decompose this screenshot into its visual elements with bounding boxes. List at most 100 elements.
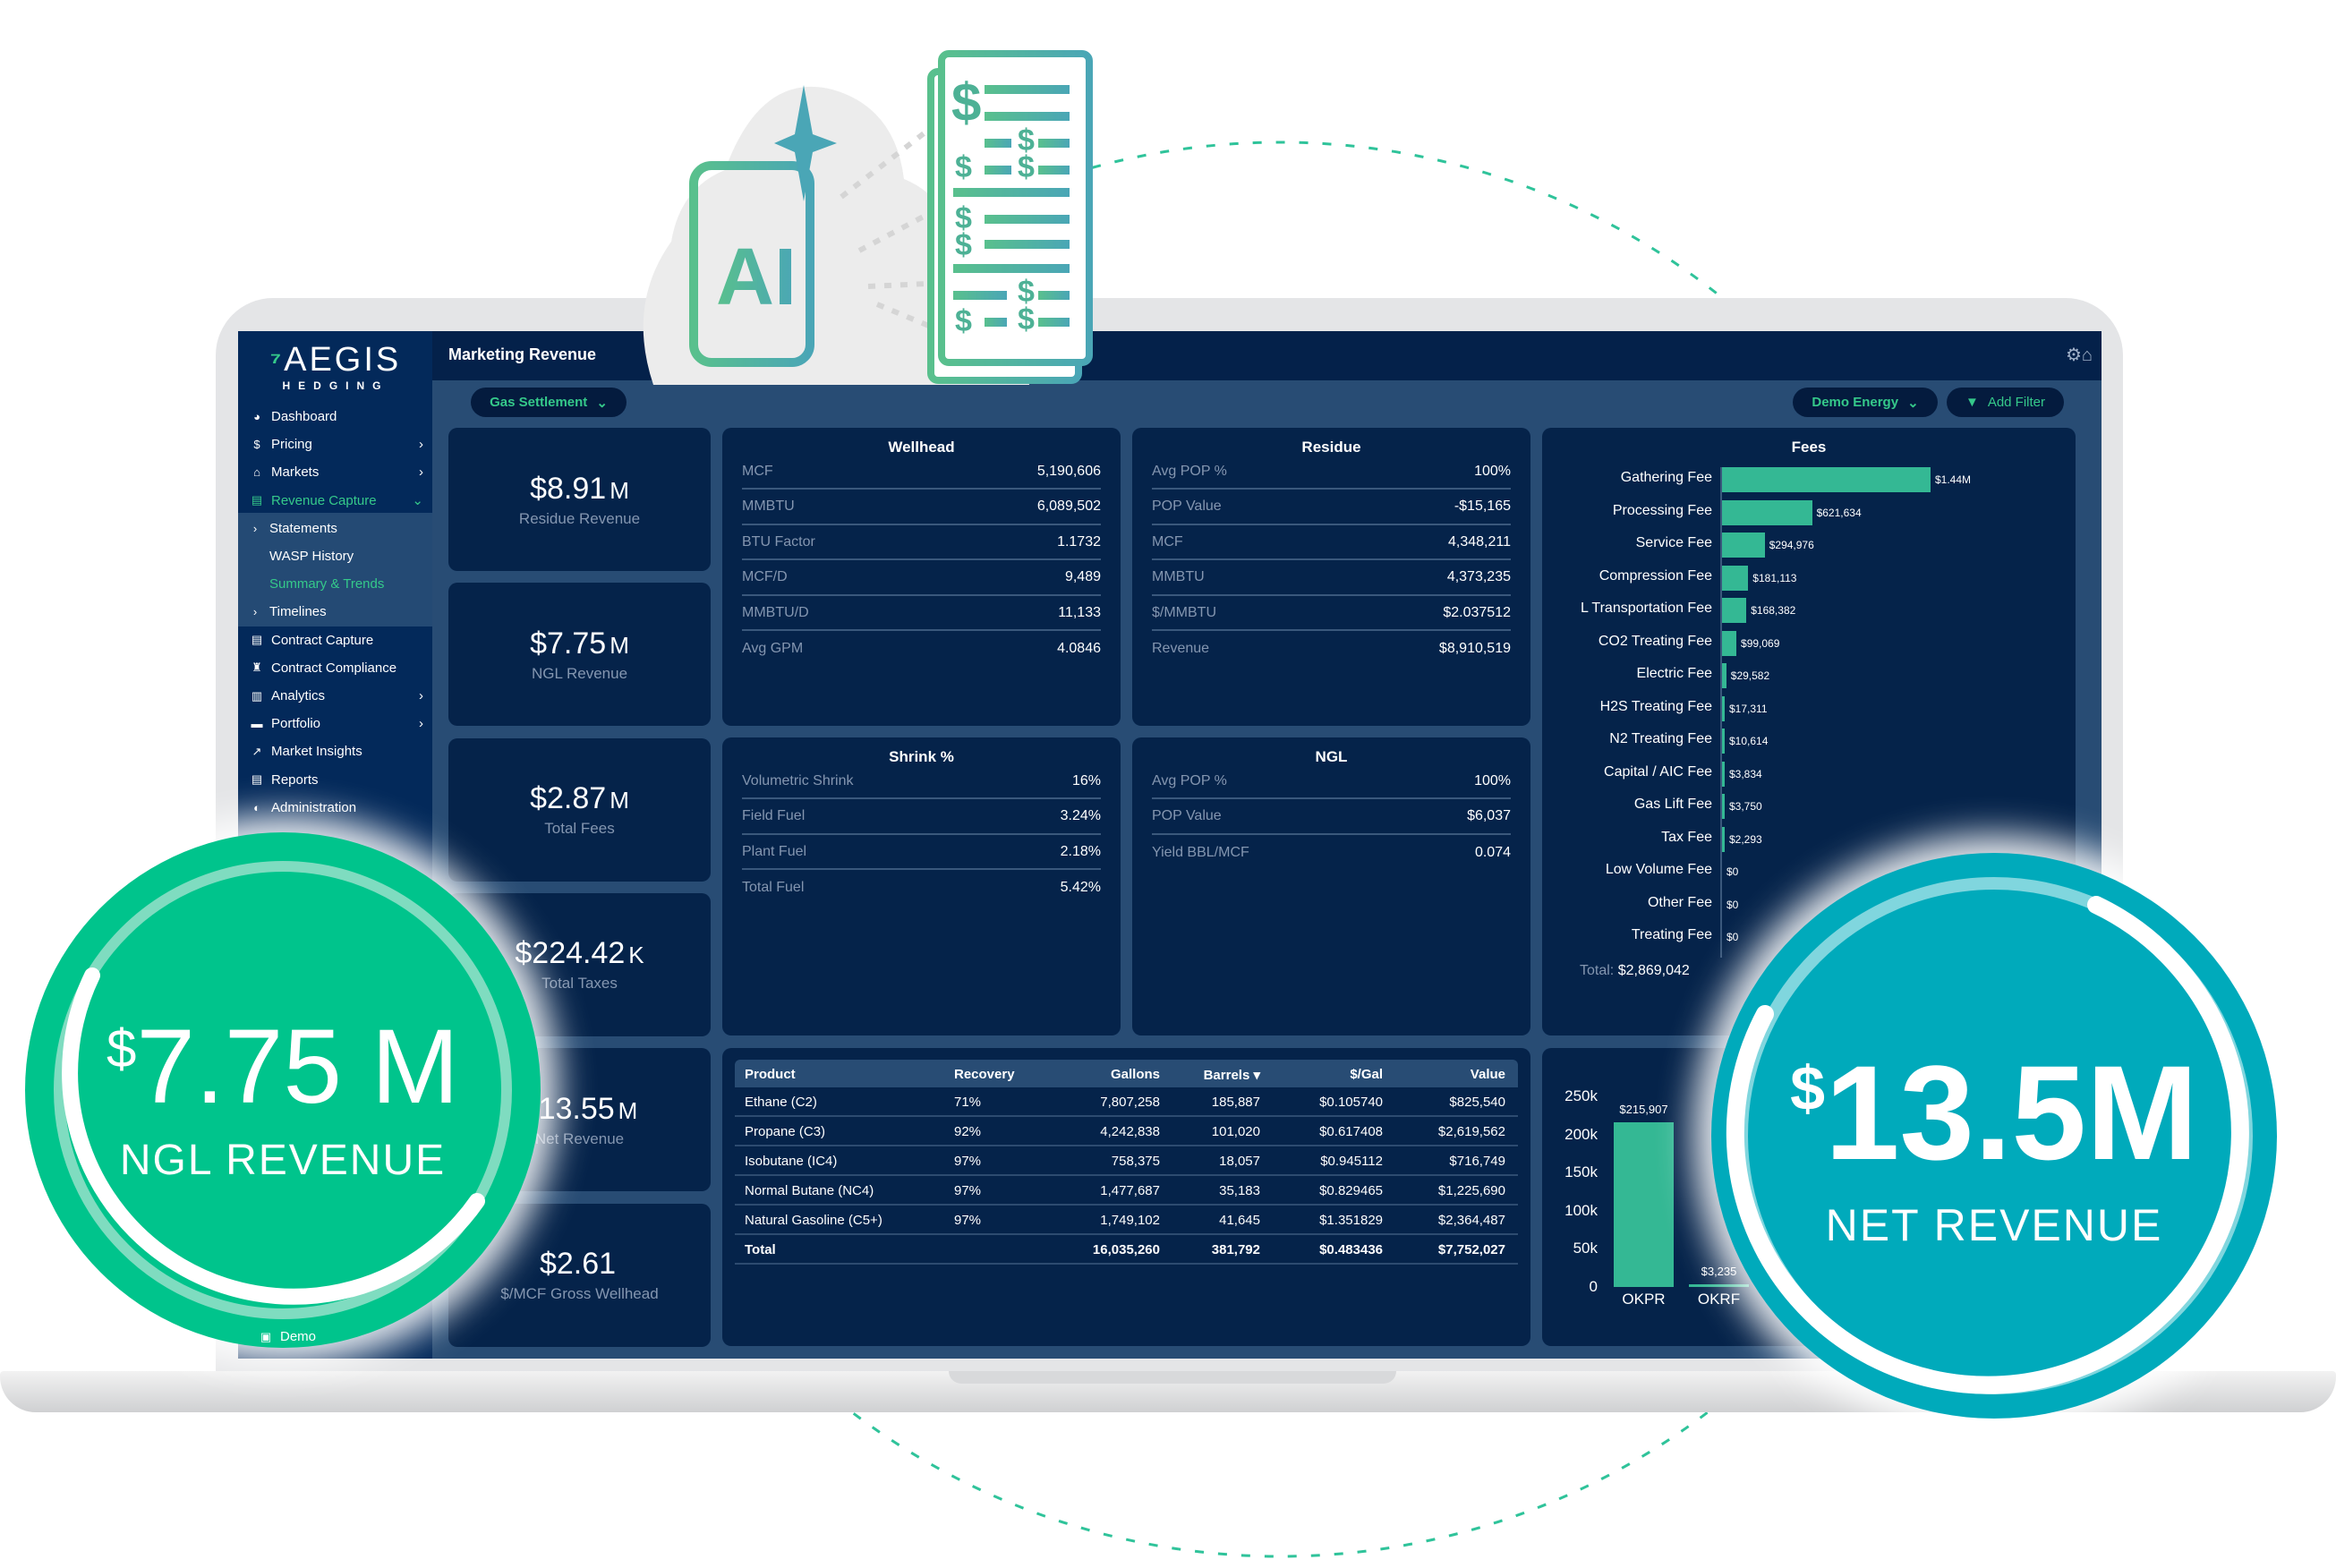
table-row[interactable]: Ethane (C2) 71% 7,807,258 185,887 $0.105740 $…: [735, 1087, 1518, 1117]
fee-bar[interactable]: [1722, 695, 1725, 721]
table-cell: Isobutane (IC4): [745, 1154, 838, 1169]
stat-row: MCF/D 9,489: [742, 561, 1101, 596]
table-cell: 4,242,838: [1100, 1124, 1160, 1139]
sidebar-item-demo[interactable]: ▣ Demo: [238, 1323, 432, 1351]
sidebar-item-market-insights[interactable]: ↗ Market Insights: [238, 737, 432, 765]
stat-label: Field Fuel: [742, 808, 806, 823]
sidebar-item-label: Revenue Capture: [271, 492, 377, 508]
stat-value: 100%: [1474, 463, 1511, 479]
column-header: Gallons: [1110, 1067, 1160, 1082]
sidebar-item-revenue-capture[interactable]: ▤ Revenue Capture ⌄: [238, 487, 432, 515]
sidebar-item-label: Contract Compliance: [271, 660, 397, 676]
total-value: $2,869,042: [1617, 963, 1690, 978]
table-cell: $0.617408: [1319, 1124, 1383, 1139]
plant-bar[interactable]: [1614, 1122, 1674, 1287]
table-cell: 1,749,102: [1100, 1213, 1160, 1228]
chevron-right-icon: ›: [419, 437, 423, 453]
table-header: Product Recovery Gallons Barrels ▾ $/Gal Valu…: [735, 1060, 1518, 1087]
plant-data-label: $215,907: [1619, 1103, 1668, 1117]
table-cell: 101,020: [1211, 1124, 1260, 1139]
sidebar-item-dashboard[interactable]: ◕ Dashboard: [238, 403, 432, 430]
sidebar-item-markets[interactable]: ⌂ Markets ›: [238, 458, 432, 486]
fees-chart-title: Fees: [1791, 439, 1827, 456]
sidebar-item-reports[interactable]: ▤ Reports: [238, 766, 432, 794]
stat-label: Plant Fuel: [742, 843, 807, 859]
table-cell: 92%: [954, 1124, 982, 1139]
table-cell: $0.829465: [1319, 1183, 1383, 1198]
fee-bar[interactable]: [1722, 663, 1726, 688]
add-filter-button[interactable]: ▼ Add Filter: [1947, 388, 2064, 417]
sparkle-icon: [774, 85, 837, 201]
logo[interactable]: ⁷AEGIS HEDGING: [269, 341, 402, 392]
settlement-dropdown[interactable]: Gas Settlement ⌄: [471, 388, 627, 417]
stat-row: Avg GPM 4.0846: [742, 632, 1101, 667]
stat-label: MMBTU: [1152, 569, 1205, 584]
plant-data-label: $3,235: [1701, 1265, 1737, 1279]
kpi-number: $2.87: [530, 781, 607, 816]
sidebar-item-administration[interactable]: ◐ Administration: [238, 794, 432, 822]
table-cell: 97%: [954, 1154, 982, 1169]
dollar-icon: $: [253, 438, 260, 452]
kpi-number: $7.75: [530, 626, 607, 660]
fee-bar[interactable]: [1722, 761, 1725, 787]
fee-category-label: Electric Fee: [1636, 666, 1712, 681]
sidebar-item-label: WASP History: [269, 549, 354, 564]
fee-bar[interactable]: [1722, 826, 1725, 852]
table-cell: 16,035,260: [1092, 1242, 1160, 1257]
sidebar-item-analytics[interactable]: ▥ Analytics ›: [238, 682, 432, 710]
fee-bar[interactable]: [1722, 729, 1725, 754]
laptop-notch: [949, 1371, 1396, 1384]
kpi-number: $2.61: [539, 1247, 617, 1281]
table-row[interactable]: Natural Gasoline (C5+) 97% 1,749,102 41,645…: [735, 1206, 1518, 1235]
sidebar-item-statements[interactable]: › Statements: [238, 515, 432, 542]
stat-label: Revenue: [1152, 641, 1210, 656]
shrink-panel: Shrink % Volumetric Shrink 16% Field Fuel 3.…: [722, 737, 1121, 1035]
fee-bar[interactable]: [1722, 794, 1725, 819]
sidebar-item-label: Timelines: [269, 604, 327, 620]
kpi-card: $2.61 $/MCF Gross Wellhead: [448, 1203, 711, 1347]
sidebar-item-label: Statements: [269, 520, 337, 536]
plant-bar[interactable]: [1689, 1284, 1749, 1288]
stat-row: MCF 4,348,211: [1152, 525, 1511, 560]
fee-bar[interactable]: [1722, 630, 1737, 656]
sidebar-item-summary-trends[interactable]: Summary & Trends: [238, 570, 432, 598]
table-cell: 41,645: [1219, 1213, 1260, 1228]
settlement-label: Gas Settlement: [490, 395, 588, 410]
ngl-panel: NGL Avg POP % 100% POP Value $6,037 Yield BBL…: [1132, 737, 1530, 1035]
ai-cloud-graphic: AI $$$ $$$$$ $: [643, 50, 1093, 386]
sidebar-item-contract-compliance[interactable]: ♜ Contract Compliance: [238, 654, 432, 682]
sidebar-item-wasp-history[interactable]: WASP History: [238, 542, 432, 570]
table-row[interactable]: Normal Butane (NC4) 97% 1,477,687 35,183 $0.…: [735, 1176, 1518, 1206]
fee-bar[interactable]: [1722, 533, 1765, 558]
kpi-label: Net Revenue: [534, 1129, 625, 1147]
stat-label: BTU Factor: [742, 533, 815, 550]
stat-value: 1.1732: [1057, 533, 1101, 550]
sidebar-item-pricing[interactable]: $ Pricing ›: [238, 430, 432, 458]
panel-title: Wellhead: [888, 439, 955, 456]
y-tick-label: 200k: [1564, 1125, 1598, 1143]
stat-value: 4,348,211: [1448, 533, 1511, 550]
stat-value: $8,910,519: [1438, 641, 1511, 656]
ngl-revenue-label: NGL REVENUE: [119, 1136, 447, 1184]
fee-category-label: H2S Treating Fee: [1599, 698, 1712, 714]
fee-category-label: Other Fee: [1647, 894, 1712, 910]
table-row[interactable]: Isobutane (IC4) 97% 758,375 18,057 $0.945112…: [735, 1146, 1518, 1176]
sidebar-item-timelines[interactable]: › Timelines: [238, 598, 432, 626]
stat-value: $2.037512: [1443, 604, 1511, 620]
svg-text:$: $: [951, 72, 981, 132]
x-tick-label: OKPR: [1622, 1291, 1666, 1308]
residue-panel: Residue Avg POP % 100% POP Value -$15,165 MCF…: [1132, 428, 1530, 726]
table-row[interactable]: Propane (C3) 92% 4,242,838 101,020 $0.617408…: [735, 1117, 1518, 1146]
fee-bar[interactable]: [1722, 565, 1749, 591]
fee-bar[interactable]: [1722, 467, 1931, 492]
company-dropdown[interactable]: Demo Energy ⌄: [1793, 388, 1938, 417]
panel-title: Shrink %: [889, 748, 954, 765]
fee-bar[interactable]: [1722, 598, 1747, 623]
sidebar-item-portfolio[interactable]: ▬ Portfolio ›: [238, 710, 432, 737]
products-table-panel: Product Recovery Gallons Barrels ▾ $/Gal Valu…: [722, 1048, 1530, 1346]
stat-row: Volumetric Shrink 16%: [742, 764, 1101, 799]
invoice-document-icon: $$$ $$$$$ $: [927, 50, 1093, 384]
sidebar-item-contract-capture[interactable]: ▤ Contract Capture: [238, 626, 432, 654]
fee-bar[interactable]: [1722, 499, 1812, 525]
settings-home-icon[interactable]: ⚙⌂: [2065, 345, 2093, 365]
